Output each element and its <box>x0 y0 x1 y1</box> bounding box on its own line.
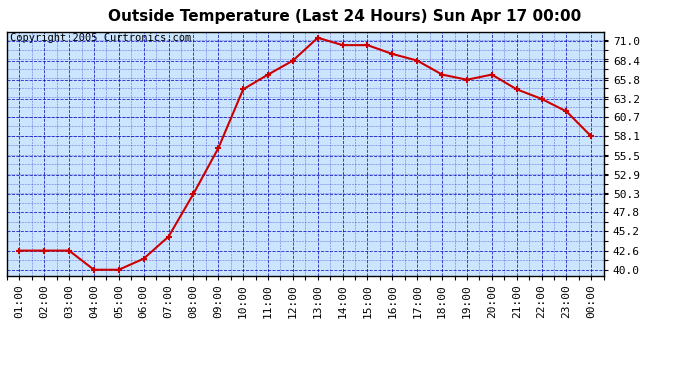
Text: Copyright 2005 Curtronics.com: Copyright 2005 Curtronics.com <box>10 33 191 43</box>
Text: Outside Temperature (Last 24 Hours) Sun Apr 17 00:00: Outside Temperature (Last 24 Hours) Sun … <box>108 9 582 24</box>
